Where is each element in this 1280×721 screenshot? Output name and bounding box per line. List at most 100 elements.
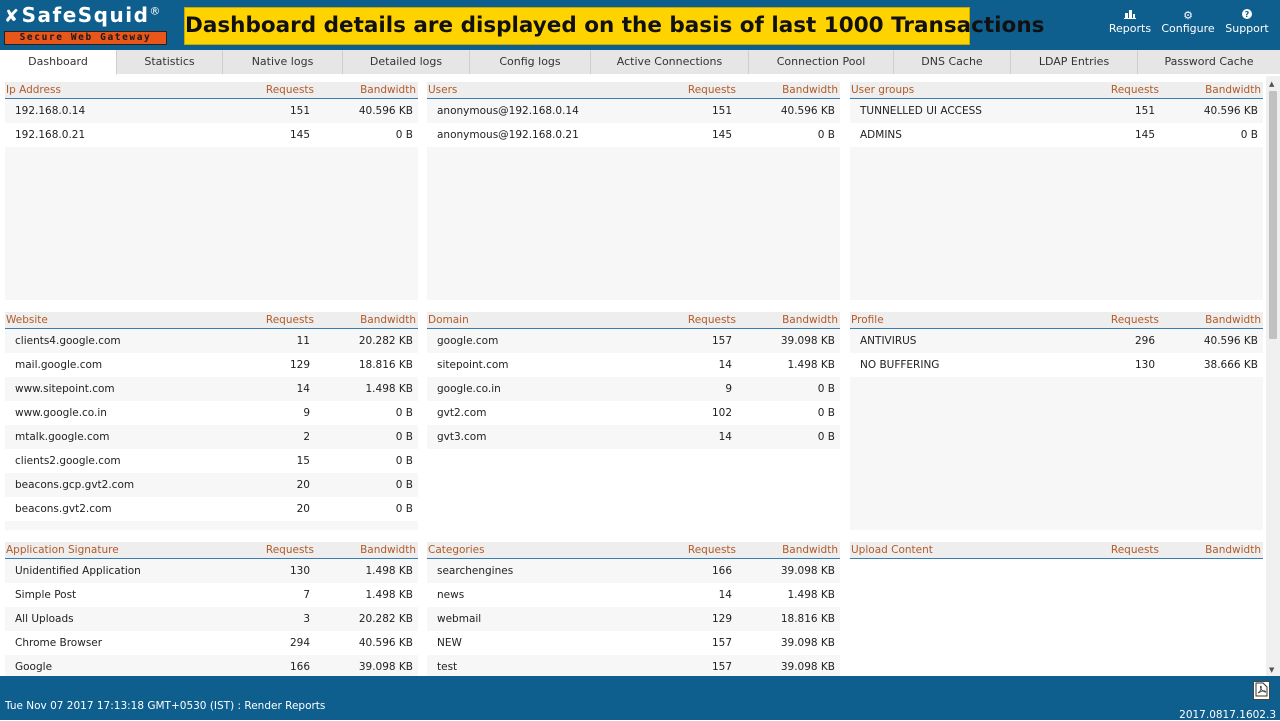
column-header-name[interactable]: Website <box>6 314 48 326</box>
configure-link[interactable]: ⚙ Configure <box>1160 9 1216 36</box>
cell-requests: 3 <box>303 613 310 625</box>
help-icon: ? <box>1222 9 1272 22</box>
table-row[interactable]: searchengines 166 39.098 KB <box>427 559 840 583</box>
cell-name: 192.168.0.21 <box>15 129 86 141</box>
column-header-name[interactable]: Users <box>428 84 458 96</box>
users-panel: Users Requests Bandwidth anonymous@192.168.… <box>427 82 840 300</box>
column-header-requests[interactable]: Requests <box>687 544 736 556</box>
column-header-requests[interactable]: Requests <box>265 314 314 326</box>
tab-detailed-logs[interactable]: Detailed logs <box>343 50 470 74</box>
tab-connection-pool[interactable]: Connection Pool <box>749 50 894 74</box>
cell-bandwidth: 0 B <box>395 503 413 515</box>
column-header-name[interactable]: Ip Address <box>6 84 61 96</box>
column-header-name[interactable]: Profile <box>851 314 884 326</box>
column-header-requests[interactable]: Requests <box>1110 84 1159 96</box>
app-footer: Tue Nov 07 2017 17:13:18 GMT+0530 (IST) … <box>0 676 1280 721</box>
column-header-bandwidth[interactable]: Bandwidth <box>360 314 416 326</box>
column-header-bandwidth[interactable]: Bandwidth <box>1205 314 1261 326</box>
table-row[interactable]: anonymous@192.168.0.14 151 40.596 KB <box>427 99 840 123</box>
table-row[interactable]: www.google.co.in 9 0 B <box>5 401 418 425</box>
table-row[interactable]: clients4.google.com 11 20.282 KB <box>5 329 418 353</box>
table-row[interactable]: Unidentified Application 130 1.498 KB <box>5 559 418 583</box>
table-row[interactable]: anonymous@192.168.0.21 145 0 B <box>427 123 840 147</box>
panel-header: Domain Requests Bandwidth <box>427 312 840 329</box>
support-link[interactable]: ? Support <box>1222 9 1272 36</box>
panel-empty-area <box>427 147 840 300</box>
table-row[interactable]: beacons.gvt2.com 20 0 B <box>5 497 418 521</box>
table-row[interactable]: Google 166 39.098 KB <box>5 655 418 679</box>
table-row[interactable]: TUNNELLED UI ACCESS 151 40.596 KB <box>850 99 1263 123</box>
tab-native-logs[interactable]: Native logs <box>223 50 343 74</box>
cell-name: beacons.gcp.gvt2.com <box>15 479 135 491</box>
cell-name: clients2.google.com <box>15 455 121 467</box>
column-header-bandwidth[interactable]: Bandwidth <box>1205 84 1261 96</box>
info-banner: Dashboard details are displayed on the b… <box>184 7 1044 45</box>
table-row[interactable]: google.co.in 9 0 B <box>427 377 840 401</box>
table-row[interactable]: All Uploads 3 20.282 KB <box>5 607 418 631</box>
table-row[interactable]: 192.168.0.21 145 0 B <box>5 123 418 147</box>
table-row[interactable]: ADMINS 145 0 B <box>850 123 1263 147</box>
table-row[interactable]: www.sitepoint.com 14 1.498 KB <box>5 377 418 401</box>
column-header-name[interactable]: Categories <box>428 544 485 556</box>
cell-name: searchengines <box>437 565 514 577</box>
table-row[interactable]: beacons.gcp.gvt2.com 20 0 B <box>5 473 418 497</box>
panel-header: Upload Content Requests Bandwidth <box>850 542 1263 559</box>
reports-link[interactable]: Reports <box>1108 9 1152 36</box>
column-header-bandwidth[interactable]: Bandwidth <box>782 84 838 96</box>
column-header-bandwidth[interactable]: Bandwidth <box>1205 544 1261 556</box>
column-header-name[interactable]: Upload Content <box>851 544 933 556</box>
tab-dashboard[interactable]: Dashboard <box>0 50 117 75</box>
table-row[interactable]: Simple Post 7 1.498 KB <box>5 583 418 607</box>
table-row[interactable]: test 157 39.098 KB <box>427 655 840 679</box>
cell-bandwidth: 40.596 KB <box>358 637 413 649</box>
table-row[interactable]: google.com 157 39.098 KB <box>427 329 840 353</box>
page-scrollbar[interactable]: ▲ ▼ <box>1266 76 1280 676</box>
column-header-requests[interactable]: Requests <box>1110 314 1159 326</box>
column-header-name[interactable]: Application Signature <box>6 544 119 556</box>
scroll-down-icon[interactable]: ▼ <box>1269 666 1275 674</box>
column-header-bandwidth[interactable]: Bandwidth <box>782 314 838 326</box>
column-header-bandwidth[interactable]: Bandwidth <box>360 84 416 96</box>
table-row[interactable]: news 14 1.498 KB <box>427 583 840 607</box>
table-row[interactable]: NO BUFFERING 130 38.666 KB <box>850 353 1263 377</box>
tab-dns-cache[interactable]: DNS Cache <box>894 50 1011 74</box>
table-row[interactable]: Chrome Browser 294 40.596 KB <box>5 631 418 655</box>
cell-name: www.google.co.in <box>15 407 107 419</box>
pdf-icon[interactable] <box>1253 681 1270 700</box>
scrollbar-thumb[interactable] <box>1269 91 1277 339</box>
column-header-name[interactable]: Domain <box>428 314 469 326</box>
table-row[interactable]: sitepoint.com 14 1.498 KB <box>427 353 840 377</box>
column-header-requests[interactable]: Requests <box>1110 544 1159 556</box>
logo-x-icon: ✘ <box>4 6 21 27</box>
table-row[interactable]: webmail 129 18.816 KB <box>427 607 840 631</box>
cell-bandwidth: 39.098 KB <box>780 637 835 649</box>
cell-name: 192.168.0.14 <box>15 105 86 117</box>
cell-requests: 14 <box>296 383 310 395</box>
table-row[interactable]: gvt3.com 14 0 B <box>427 425 840 449</box>
column-header-requests[interactable]: Requests <box>687 84 736 96</box>
tab-password-cache[interactable]: Password Cache <box>1138 50 1280 74</box>
cell-name: TUNNELLED UI ACCESS <box>860 105 982 117</box>
table-row[interactable]: mtalk.google.com 2 0 B <box>5 425 418 449</box>
tab-config-logs[interactable]: Config logs <box>470 50 591 74</box>
tab-active-connections[interactable]: Active Connections <box>591 50 749 74</box>
table-row[interactable]: mail.google.com 129 18.816 KB <box>5 353 418 377</box>
tab-ldap-entries[interactable]: LDAP Entries <box>1011 50 1138 74</box>
column-header-bandwidth[interactable]: Bandwidth <box>782 544 838 556</box>
cell-requests: 294 <box>289 637 310 649</box>
scroll-up-icon[interactable]: ▲ <box>1269 80 1275 88</box>
cell-requests: 157 <box>711 637 732 649</box>
tab-statistics[interactable]: Statistics <box>117 50 223 74</box>
table-row[interactable]: NEW 157 39.098 KB <box>427 631 840 655</box>
table-row[interactable]: ANTIVIRUS 296 40.596 KB <box>850 329 1263 353</box>
table-row[interactable]: gvt2.com 102 0 B <box>427 401 840 425</box>
safesquid-logo[interactable]: ✘SafeSquid® Secure Web Gateway <box>2 2 168 46</box>
column-header-requests[interactable]: Requests <box>265 544 314 556</box>
column-header-requests[interactable]: Requests <box>687 314 736 326</box>
column-header-name[interactable]: User groups <box>851 84 915 96</box>
table-row[interactable]: clients2.google.com 15 0 B <box>5 449 418 473</box>
column-header-bandwidth[interactable]: Bandwidth <box>360 544 416 556</box>
column-header-requests[interactable]: Requests <box>265 84 314 96</box>
table-row[interactable]: 192.168.0.14 151 40.596 KB <box>5 99 418 123</box>
cell-requests: 151 <box>289 105 310 117</box>
